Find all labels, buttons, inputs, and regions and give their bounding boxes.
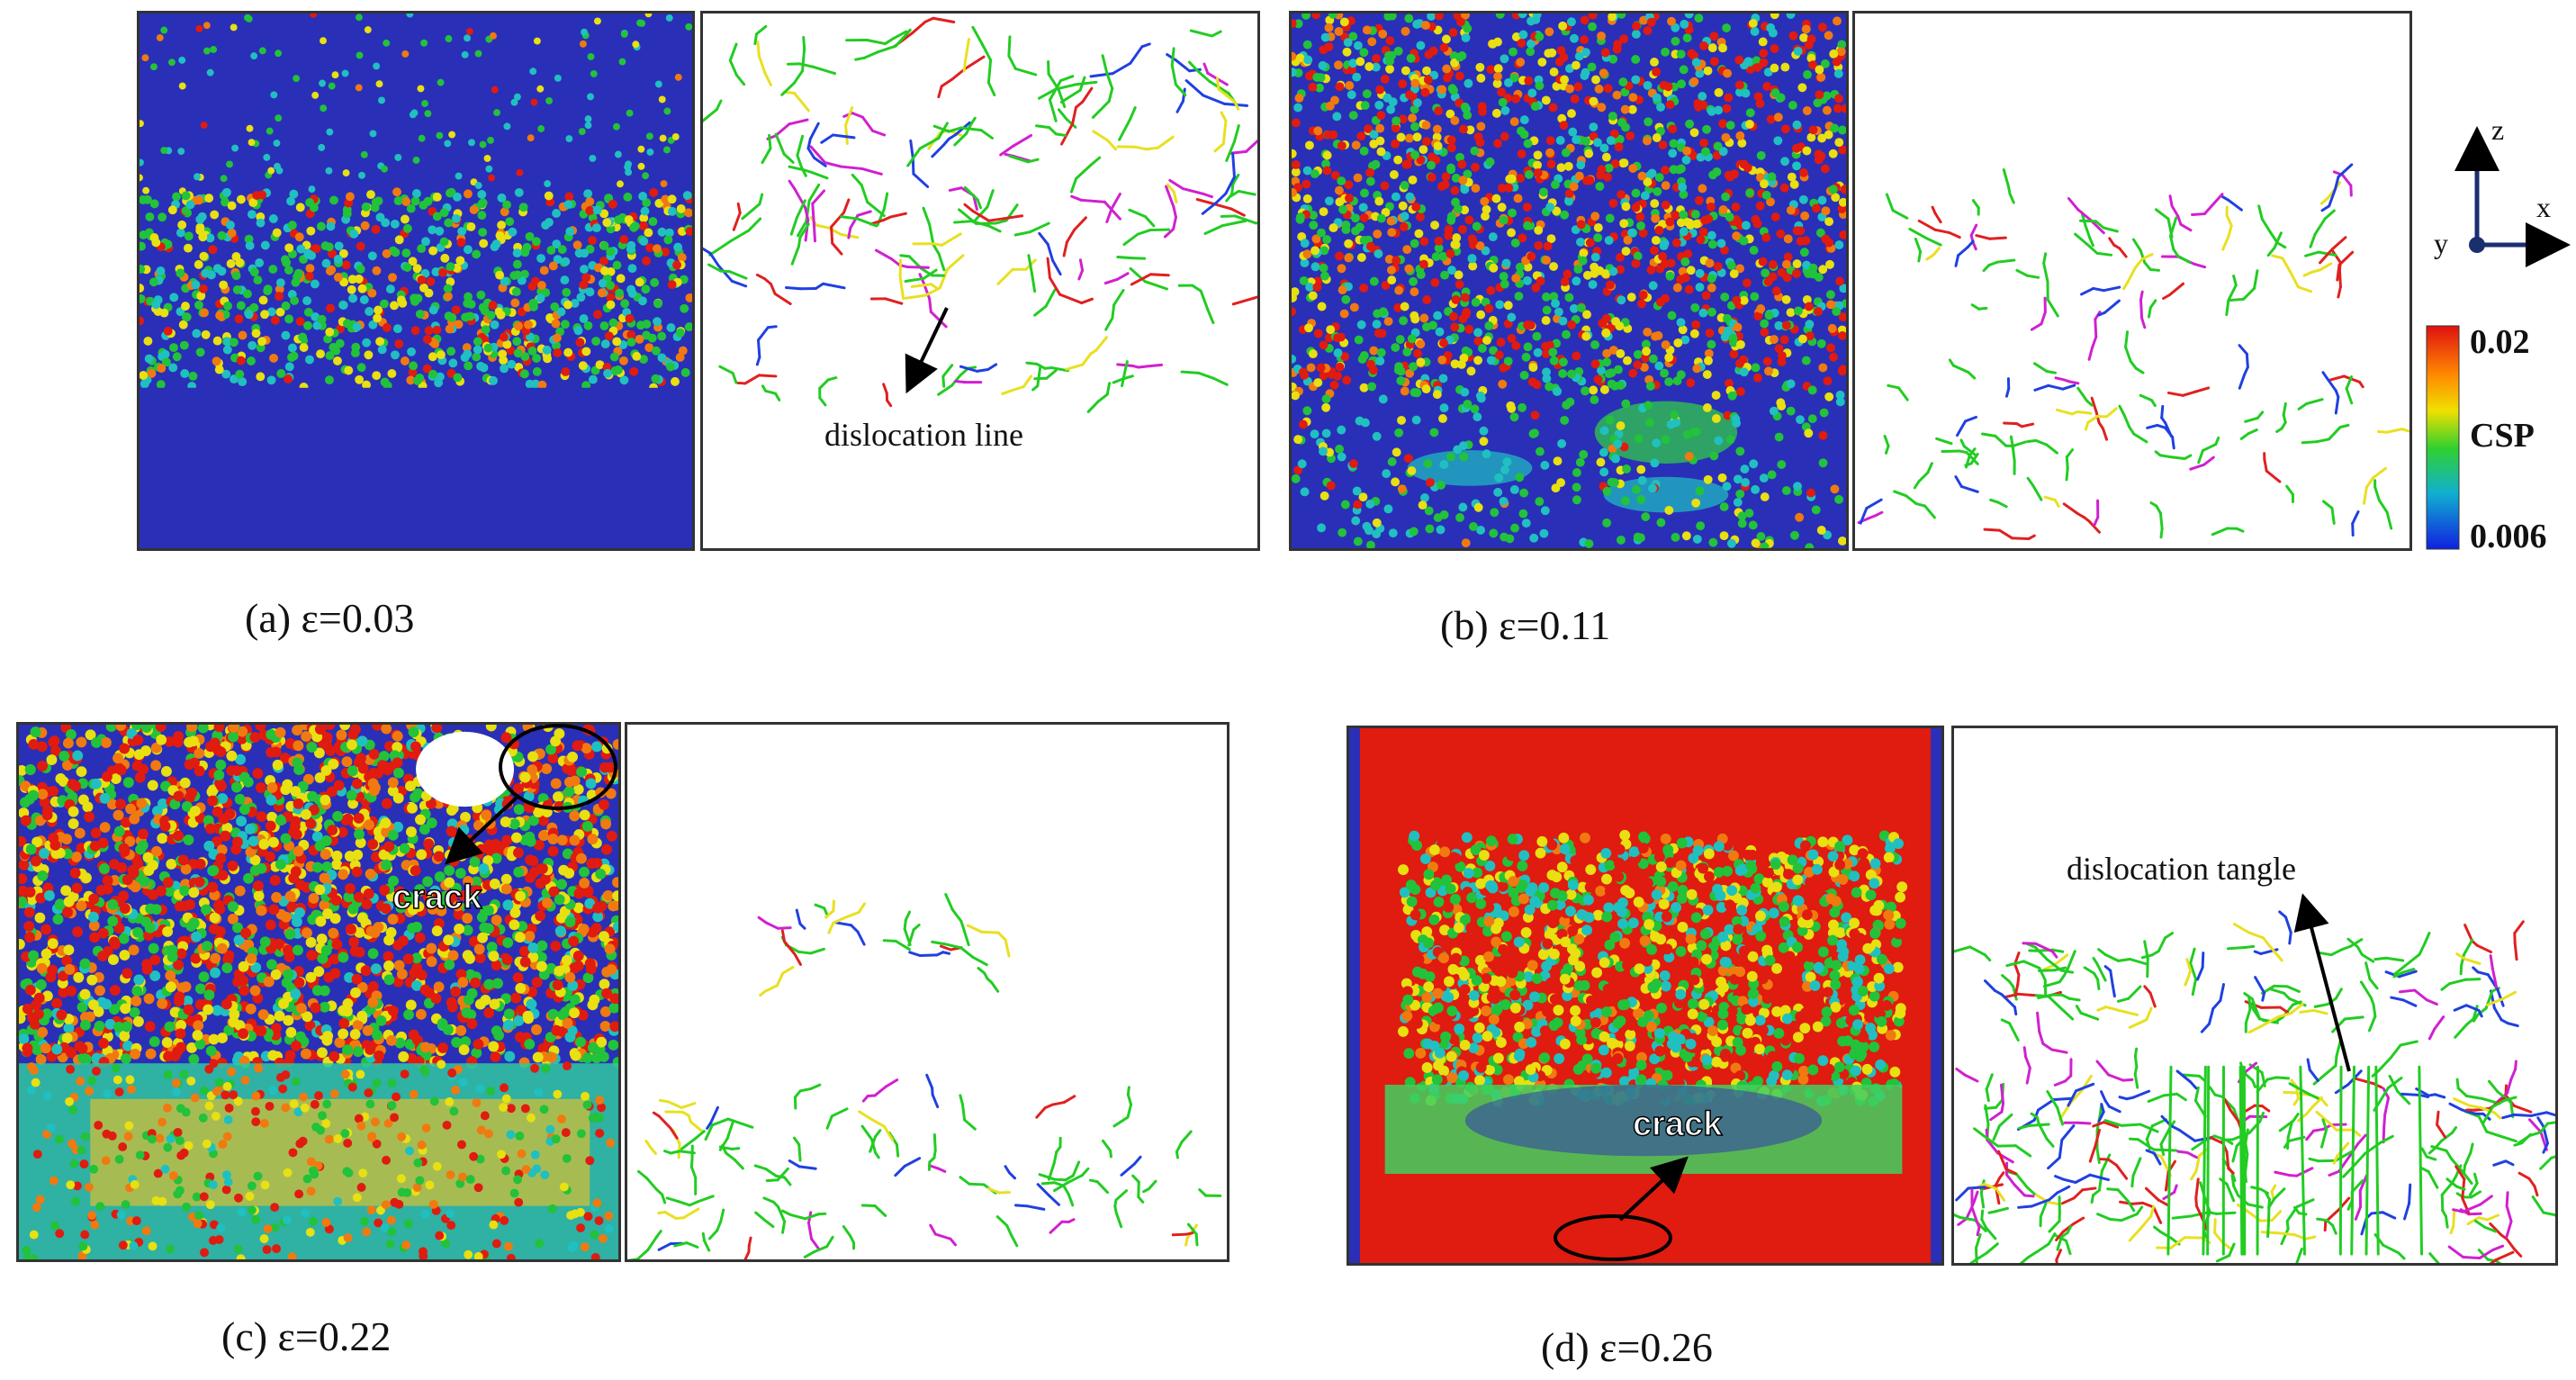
label-dislocation-line: dislocation line <box>824 417 1023 453</box>
axis-y-label: y <box>2434 227 2448 259</box>
dislocation-map-d <box>1951 726 2558 1266</box>
caption-b: (b) ε=0.11 <box>1440 602 1611 648</box>
csp-map-a <box>137 11 695 551</box>
csp-map-d <box>1347 726 1944 1266</box>
colorbar-min: 0.006 <box>2470 518 2547 555</box>
dislocation-map-b <box>1852 11 2412 551</box>
caption-d: (d) ε=0.26 <box>1541 1324 1713 1370</box>
caption-c: (c) ε=0.22 <box>221 1313 392 1359</box>
label-dislocation-tangle: dislocation tangle <box>2067 851 2296 887</box>
csp-map-c <box>16 722 621 1262</box>
axis-x-label: x <box>2536 191 2551 223</box>
colorbar <box>2426 325 2460 550</box>
caption-a: (a) ε=0.03 <box>245 595 415 641</box>
csp-map-b <box>1289 11 1849 551</box>
dislocation-map-c <box>625 722 1229 1262</box>
colorbar-max: 0.02 <box>2470 323 2530 361</box>
label-crack-d: crack <box>1632 1105 1723 1144</box>
dislocation-map-a <box>700 11 1260 551</box>
colorbar-title: CSP <box>2470 417 2535 455</box>
axis-z-label: z <box>2491 113 2505 146</box>
label-crack-c: crack <box>392 878 482 917</box>
